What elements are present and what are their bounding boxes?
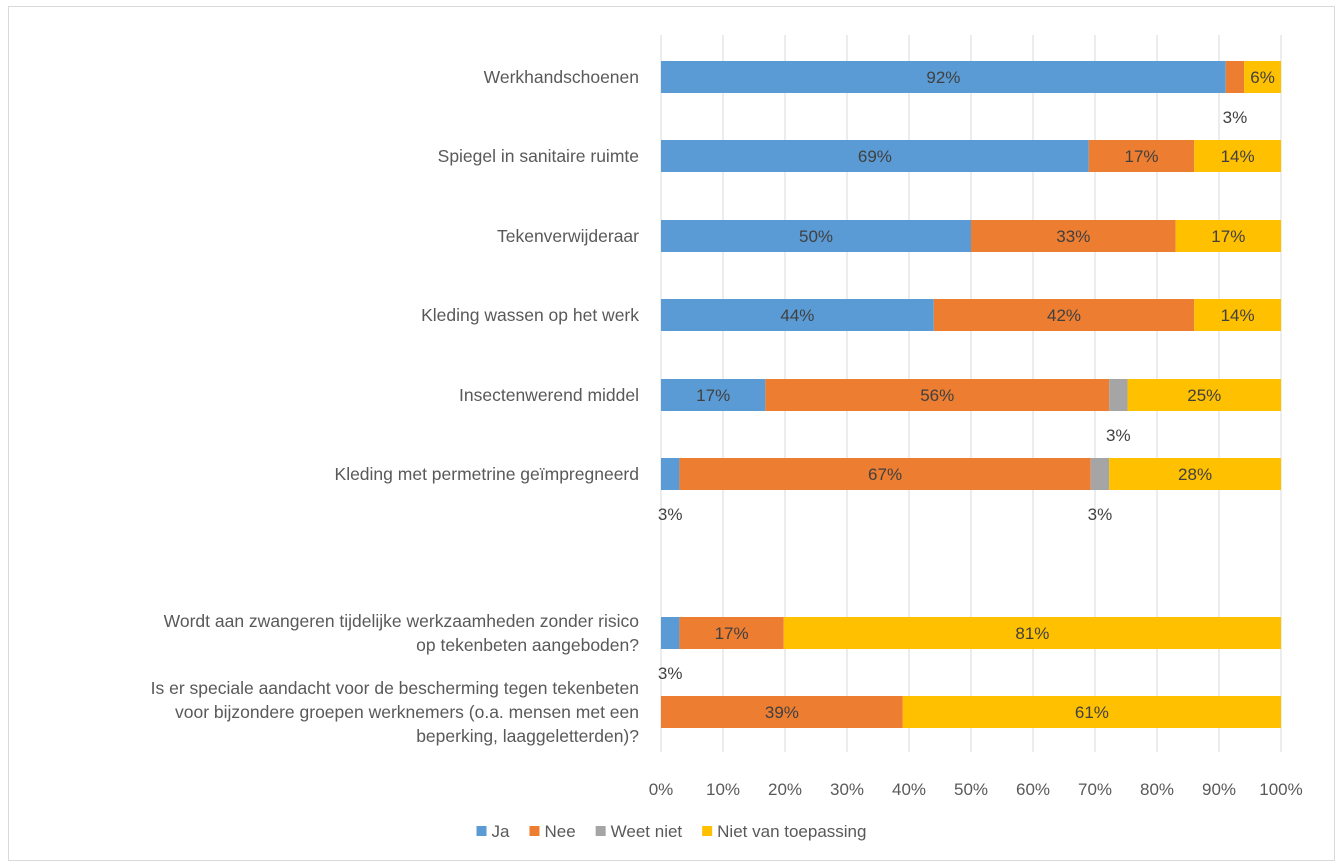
data-label-ja-row-2: 69%	[858, 147, 892, 166]
data-label-nee-row-3: 33%	[1056, 227, 1090, 246]
legend-swatch-weet-niet	[595, 826, 606, 836]
x-axis-ticks: 0% 10% 20% 30% 40% 50% 60% 70% 80% 90% 100%	[649, 780, 1303, 799]
x-tick-label-80: 80%	[1140, 780, 1174, 799]
category-label-8-line-2: op tekenbeten aangeboden?	[416, 635, 639, 655]
bar-nee-row-1	[1225, 61, 1245, 93]
legend-swatch-niet-van-toepassing	[702, 826, 713, 836]
bar-ja-row-4	[661, 299, 934, 331]
bar-ja-row-8	[661, 617, 680, 649]
data-label-nee-row-8: 17%	[715, 624, 749, 643]
legend: Ja Nee Weet niet Niet van toepassing	[476, 822, 866, 841]
x-tick-label-100: 100%	[1259, 780, 1302, 799]
category-label-6-line-1: Kleding met permetrine geïmpregneerd	[335, 464, 639, 484]
category-label-5-line-1: Insectenwerend middel	[459, 385, 639, 405]
data-label-nee-row-2: 17%	[1124, 147, 1158, 166]
bar-niet-van-toepassing-row-5	[1127, 379, 1281, 411]
x-tick-label-60: 60%	[1016, 780, 1050, 799]
x-tick-label-40: 40%	[892, 780, 926, 799]
bar-ja-row-6	[661, 458, 680, 490]
category-label-8-line-1: Wordt aan zwangeren tijdelijke werkzaamh…	[164, 611, 639, 631]
category-label-3-line-1: Tekenverwijderaar	[497, 226, 639, 246]
bar-niet-van-toepassing-row-6	[1109, 458, 1281, 490]
category-label-2-line-1: Spiegel in sanitaire ruimte	[438, 146, 639, 166]
data-label-nee-row-6: 67%	[868, 465, 902, 484]
data-label-niet-van-toepassing-row-3: 17%	[1211, 227, 1245, 246]
bar-ja-row-2	[661, 140, 1089, 172]
data-label-ja-row-3: 50%	[799, 227, 833, 246]
data-label-nee-row-5: 56%	[920, 386, 954, 405]
data-label-weet-niet-row-6: 3%	[1088, 505, 1113, 524]
data-label-niet-van-toepassing-row-5: 25%	[1187, 386, 1221, 405]
legend-label-niet-van-toepassing: Niet van toepassing	[717, 822, 866, 841]
category-label-1-line-1: Werkhandschoenen	[484, 67, 639, 87]
x-tick-label-50: 50%	[954, 780, 988, 799]
category-label-9-line-2: voor bijzondere groepen werknemers (o.a.…	[175, 702, 639, 722]
x-tick-label-10: 10%	[706, 780, 740, 799]
data-label-niet-van-toepassing-row-8: 81%	[1015, 624, 1049, 643]
data-label-nee-row-4: 42%	[1047, 306, 1081, 325]
bar-ja-row-3	[661, 220, 971, 252]
data-label-ja-row-5: 17%	[696, 386, 730, 405]
x-tick-label-90: 90%	[1202, 780, 1236, 799]
bar-nee-row-5	[765, 379, 1110, 411]
data-label-ja-row-6: 3%	[658, 505, 683, 524]
data-label-niet-van-toepassing-row-6: 28%	[1178, 465, 1212, 484]
data-label-ja-row-1: 92%	[926, 68, 960, 87]
category-label-4-line-1: Kleding wassen op het werk	[421, 305, 639, 325]
bar-niet-van-toepassing-row-2	[1194, 140, 1281, 172]
data-label-niet-van-toepassing-row-9: 61%	[1075, 703, 1109, 722]
bar-nee-row-2	[1088, 140, 1195, 172]
bar-niet-van-toepassing-row-8	[783, 617, 1281, 649]
bar-ja-row-1	[661, 61, 1226, 93]
data-label-weet-niet-row-5: 3%	[1106, 426, 1131, 445]
legend-swatch-ja	[476, 826, 487, 836]
data-label-nee-row-9: 39%	[765, 703, 799, 722]
x-tick-label-20: 20%	[768, 780, 802, 799]
bar-nee-row-8	[679, 617, 784, 649]
bar-ja-row-5	[661, 379, 766, 411]
stacked-bar-chart: 92% 3% 6% 69% 17% 14% 50% 33% 17% 44% 42% 14% 17% 56%…	[151, 35, 1303, 841]
category-labels: Werkhandschoenen Spiegel in sanitaire rui…	[151, 67, 640, 746]
bar-niet-van-toepassing-row-9	[902, 696, 1281, 728]
bar-weet-niet-row-6	[1090, 458, 1110, 490]
bar-nee-row-4	[933, 299, 1195, 331]
category-label-9-line-3: beperking, laaggeletterden)?	[416, 726, 639, 746]
data-label-niet-van-toepassing-row-4: 14%	[1221, 306, 1255, 325]
bar-nee-row-9	[661, 696, 903, 728]
bar-niet-van-toepassing-row-1	[1244, 61, 1281, 93]
legend-label-ja: Ja	[492, 822, 511, 841]
legend-label-weet-niet: Weet niet	[611, 822, 683, 841]
bar-niet-van-toepassing-row-3	[1175, 220, 1281, 252]
bar-weet-niet-row-5	[1109, 379, 1128, 411]
legend-swatch-nee	[529, 826, 540, 836]
data-label-ja-row-8: 3%	[658, 664, 683, 683]
chart-area: 92% 3% 6% 69% 17% 14% 50% 33% 17% 44% 42% 14% 17% 56%…	[8, 6, 1335, 861]
data-labels: 92% 3% 6% 69% 17% 14% 50% 33% 17% 44% 42% 14% 17% 56%…	[658, 68, 1275, 722]
x-tick-label-70: 70%	[1078, 780, 1112, 799]
bar-nee-row-3	[971, 220, 1176, 252]
category-label-9-line-1: Is er speciale aandacht voor de bescherm…	[151, 678, 639, 698]
data-label-nee-row-1: 3%	[1223, 108, 1248, 127]
bar-nee-row-6	[679, 458, 1091, 490]
x-tick-label-0: 0%	[649, 780, 674, 799]
data-label-niet-van-toepassing-row-1: 6%	[1250, 68, 1275, 87]
legend-label-nee: Nee	[544, 822, 575, 841]
bar-niet-van-toepassing-row-4	[1194, 299, 1281, 331]
x-tick-label-30: 30%	[830, 780, 864, 799]
data-label-ja-row-4: 44%	[780, 306, 814, 325]
data-label-niet-van-toepassing-row-2: 14%	[1221, 147, 1255, 166]
bars	[661, 61, 1281, 728]
